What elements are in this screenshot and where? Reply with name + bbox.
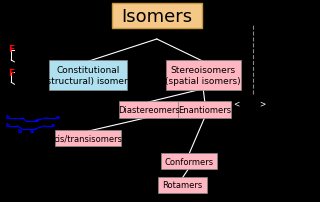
Text: <: < <box>234 99 240 107</box>
Text: b: b <box>6 114 10 119</box>
FancyBboxPatch shape <box>166 61 241 90</box>
Text: a: a <box>51 122 55 127</box>
Text: Rotamers: Rotamers <box>162 180 203 189</box>
FancyBboxPatch shape <box>161 154 217 169</box>
Text: a: a <box>56 114 60 119</box>
Text: a: a <box>30 128 34 133</box>
Text: a: a <box>35 117 39 122</box>
Text: b: b <box>6 122 10 127</box>
FancyBboxPatch shape <box>179 101 231 119</box>
Text: Isomers: Isomers <box>121 8 192 26</box>
FancyBboxPatch shape <box>49 61 127 90</box>
Text: Constitutional
(structural) isomers: Constitutional (structural) isomers <box>43 66 133 85</box>
FancyBboxPatch shape <box>119 101 179 119</box>
FancyBboxPatch shape <box>112 4 202 29</box>
Text: Conformers: Conformers <box>164 157 213 166</box>
Text: Stereoisomers
(spatial isomers): Stereoisomers (spatial isomers) <box>165 66 241 85</box>
Text: cis/transisomers: cis/transisomers <box>53 134 123 143</box>
FancyBboxPatch shape <box>157 177 207 193</box>
Text: F: F <box>8 45 14 54</box>
Text: >: > <box>259 99 266 107</box>
Text: F: F <box>8 68 14 77</box>
FancyBboxPatch shape <box>55 130 121 146</box>
Text: Diastereomers: Diastereomers <box>118 106 180 115</box>
Text: Enantiomers: Enantiomers <box>178 106 231 115</box>
Text: b: b <box>18 128 22 133</box>
